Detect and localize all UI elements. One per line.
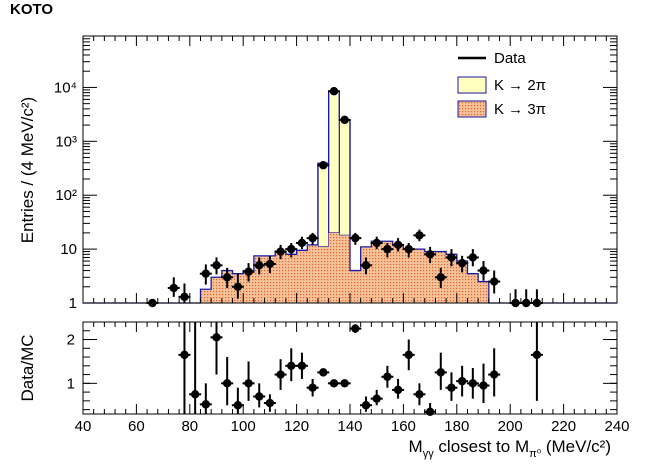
ratio-point xyxy=(532,350,542,360)
data-point xyxy=(297,238,307,248)
data-point xyxy=(351,233,360,243)
ratio-point xyxy=(468,379,478,388)
y-tick-label: 10² xyxy=(55,187,77,204)
ratio-point xyxy=(265,398,275,408)
data-point xyxy=(265,259,275,269)
ratio-point xyxy=(244,379,253,388)
data-point xyxy=(383,244,392,254)
ratio-y-axis-label: Data/MC xyxy=(18,334,37,401)
ratio-point xyxy=(276,370,285,379)
k3pi-histogram xyxy=(189,232,500,303)
data-point xyxy=(212,261,221,270)
y-tick-label: 1 xyxy=(69,295,77,312)
legend-k3pi-label: K → 3π xyxy=(494,101,546,118)
ratio-point xyxy=(319,368,328,377)
experiment-label: KOTO xyxy=(10,1,53,18)
ratio-point xyxy=(415,390,424,399)
ratio-point xyxy=(329,379,339,388)
ratio-point xyxy=(436,368,445,377)
data-point xyxy=(276,247,285,256)
data-point xyxy=(447,253,456,262)
data-point xyxy=(532,298,542,308)
ratio-point xyxy=(361,401,371,410)
data-point xyxy=(255,261,264,270)
ratio-point xyxy=(351,324,360,333)
y-tick-label: 10 xyxy=(60,241,77,258)
legend-k3pi-swatch xyxy=(457,100,487,118)
ratio-point xyxy=(404,350,413,360)
legend-k2pi-swatch xyxy=(457,76,487,94)
x-axis-label: Mγγ closest to Mπ⁰ (MeV/c²) xyxy=(409,437,611,460)
y-tick-label: 10⁴ xyxy=(54,79,77,96)
ratio-point xyxy=(479,381,488,390)
ratio-y-tick-label: 1 xyxy=(67,375,75,392)
data-point xyxy=(372,238,381,248)
data-point xyxy=(233,282,243,291)
data-point xyxy=(169,283,178,293)
ratio-point xyxy=(190,390,200,399)
x-tick-label: 240 xyxy=(604,418,629,435)
ratio-point xyxy=(308,383,317,392)
y-tick-label: 10³ xyxy=(55,133,77,150)
data-point xyxy=(287,244,296,254)
ratio-point xyxy=(201,400,211,409)
mc-total-outline xyxy=(83,90,617,304)
legend-k2pi-label: K → 2π xyxy=(494,77,546,94)
data-point xyxy=(308,233,317,243)
ratio-point xyxy=(489,370,499,379)
ratio-point xyxy=(180,350,189,360)
data-point xyxy=(148,298,157,308)
data-point xyxy=(479,266,488,275)
ratio-point xyxy=(255,392,264,401)
x-tick-label: 80 xyxy=(181,418,198,435)
ratio-point xyxy=(222,379,232,388)
x-tick-label: 140 xyxy=(337,418,362,435)
data-point xyxy=(489,277,499,286)
y-axis-label: Entries / (4 MeV/c²) xyxy=(18,97,37,243)
data-point xyxy=(522,298,531,308)
data-point xyxy=(222,273,232,282)
data-point xyxy=(415,231,424,240)
x-tick-label: 60 xyxy=(128,418,145,435)
x-tick-label: 40 xyxy=(75,418,92,435)
data-point xyxy=(404,244,413,254)
ratio-point xyxy=(212,333,221,342)
data-point xyxy=(511,298,520,308)
x-tick-label: 160 xyxy=(391,418,416,435)
ratio-y-tick-label: 2 xyxy=(67,332,75,349)
data-point xyxy=(244,267,253,276)
data-point xyxy=(329,87,339,96)
data-point xyxy=(361,261,371,270)
x-tick-label: 100 xyxy=(231,418,256,435)
data-point xyxy=(180,292,189,302)
data-point xyxy=(468,253,478,262)
x-tick-label: 220 xyxy=(551,418,576,435)
data-point xyxy=(457,258,467,268)
ratio-point xyxy=(287,361,296,371)
data-point xyxy=(340,115,349,125)
ratio-point xyxy=(372,394,381,403)
data-point xyxy=(201,269,211,278)
ratio-point xyxy=(340,379,349,388)
data-point xyxy=(436,273,445,282)
ratio-point xyxy=(233,401,243,410)
data-point xyxy=(425,250,435,259)
ratio-point xyxy=(447,383,456,392)
data-point xyxy=(393,240,403,250)
ratio-point xyxy=(383,372,392,381)
legend-data-label: Data xyxy=(494,50,526,67)
ratio-point xyxy=(457,376,467,386)
x-tick-label: 200 xyxy=(498,418,523,435)
data-point xyxy=(319,161,328,170)
ratio-point xyxy=(393,385,403,395)
x-tick-label: 120 xyxy=(284,418,309,435)
ratio-point xyxy=(297,361,307,371)
ratio-point xyxy=(425,407,435,417)
x-tick-label: 180 xyxy=(444,418,469,435)
